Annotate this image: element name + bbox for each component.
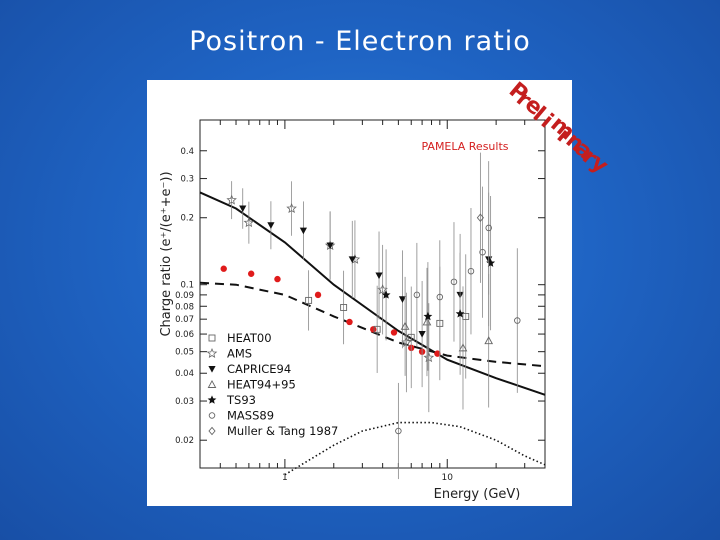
y-tick-label: 0.09	[175, 291, 194, 301]
legend-label-heat94-95: HEAT94+95	[227, 378, 296, 392]
y-tick-label: 0.03	[175, 397, 194, 407]
point-caprice94	[375, 272, 383, 280]
y-tick-label: 0.06	[175, 330, 194, 340]
point-mass89	[395, 427, 402, 435]
y-axis-label: Charge ratio (e⁺/(e⁺+e⁻))	[159, 171, 174, 336]
legend-marker-heat00	[208, 334, 216, 342]
figure-panel: 0.02 0.03 0.04 0.05 0.06 0.07 0.08 0.09 0.1 0.2 0.…	[147, 80, 572, 506]
legend-label-ts93: TS93	[226, 393, 256, 407]
point-heat00	[340, 304, 348, 311]
plot-frame	[199, 119, 546, 469]
point-ams	[226, 194, 237, 205]
slide-title: Positron - Electron ratio	[189, 26, 531, 57]
point-caprice94	[326, 242, 334, 250]
y-tick-label: 0.02	[175, 436, 194, 446]
legend-marker-heat94-95	[207, 379, 217, 388]
point-ams	[423, 352, 435, 363]
legend-label-mass89: MASS89	[227, 409, 274, 423]
point-heat00	[305, 296, 313, 304]
point-heat00	[407, 333, 415, 341]
legend-label-muller-tang-1987: Muller & Tang 1987	[227, 424, 338, 438]
legend-marker-caprice94	[208, 366, 216, 373]
y-tick-label: 0.04	[175, 369, 194, 379]
x-axis-label: Energy (GeV)	[434, 487, 521, 502]
model-curve-dashed	[199, 281, 546, 368]
point-ts93	[455, 309, 465, 318]
point-ts93	[423, 311, 433, 321]
point-pamela	[247, 270, 255, 277]
point-mass89	[479, 248, 486, 256]
point-caprice94	[398, 296, 407, 303]
point-heat00	[373, 325, 381, 333]
point-pamela	[220, 265, 227, 272]
legend-label-caprice94: CAPRICE94	[227, 362, 291, 376]
point-mass89	[467, 267, 475, 275]
model-curve-dotted	[284, 421, 546, 476]
y-tick-label: 0.07	[175, 315, 194, 325]
point-pamela	[346, 318, 353, 326]
point-heat94-95	[484, 336, 494, 345]
point-mass89	[436, 293, 444, 301]
point-mass89	[514, 317, 521, 324]
point-mass89	[413, 291, 421, 299]
legend-label-ams: AMS	[227, 347, 252, 361]
y-tick-label: 0.4	[180, 147, 194, 157]
point-caprice94	[267, 222, 275, 229]
point-ams	[243, 217, 255, 228]
y-tick-label: 0.05	[175, 348, 194, 358]
point-caprice94	[299, 227, 307, 235]
point-pamela	[314, 291, 322, 299]
y-tick-label: 0.08	[175, 302, 194, 312]
point-pamela	[434, 350, 441, 357]
legend-marker-muller-tang-1987	[208, 426, 216, 436]
point-ams	[401, 336, 412, 347]
point-ts93	[381, 290, 391, 299]
point-muller-tang-1987	[476, 213, 484, 223]
point-pamela	[370, 326, 377, 333]
y-tick-label: 0.3	[180, 175, 194, 185]
legend-marker-ts93	[207, 395, 217, 404]
model-curve-solid	[199, 191, 546, 396]
charge-ratio-chart: 0.02 0.03 0.04 0.05 0.06 0.07 0.080.090.1 0.2 0.…	[159, 119, 546, 502]
point-caprice94	[348, 256, 356, 263]
x-tick-label: 1	[282, 473, 288, 483]
point-ams	[286, 202, 297, 214]
point-pamela	[274, 275, 281, 283]
x-tick-label: 10	[442, 473, 454, 483]
y-tick-label: 0.1	[180, 281, 194, 291]
point-pamela	[390, 329, 398, 336]
point-caprice94	[239, 205, 247, 213]
y-tick-label: 0.2	[180, 214, 194, 224]
chart-title: PAMELA Results	[421, 140, 508, 153]
point-heat94-95	[400, 321, 410, 330]
point-heat94-95	[422, 317, 432, 326]
point-mass89	[450, 278, 458, 286]
legend-marker-ams	[206, 347, 218, 358]
legend-marker-mass89	[208, 412, 216, 419]
point-caprice94	[418, 331, 426, 338]
legend-label-heat00: HEAT00	[227, 331, 272, 345]
point-heat94-95	[458, 343, 468, 352]
point-mass89	[485, 224, 492, 232]
